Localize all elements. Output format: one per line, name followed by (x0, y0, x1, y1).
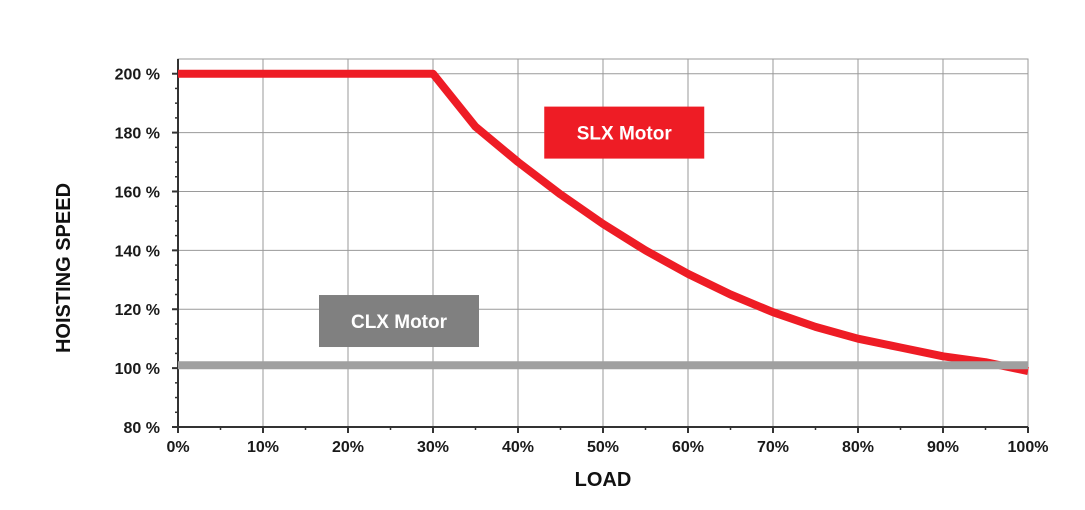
series-label-box (544, 106, 705, 159)
x-tick-label: 20% (332, 439, 364, 456)
series-label-slx-motor: SLX Motor (544, 106, 705, 159)
y-tick-label: 80 % (124, 420, 160, 437)
x-tick-label: 70% (757, 439, 789, 456)
x-tick-label: 30% (417, 439, 449, 456)
y-tick-label: 200 % (115, 67, 160, 84)
y-tick-label: 140 % (115, 243, 160, 260)
x-tick-label: 90% (927, 439, 959, 456)
series-label-text: SLX Motor (577, 124, 673, 145)
series-line-slx-motor (178, 69, 1029, 376)
series-label-text: CLX Motor (351, 312, 448, 333)
y-tick-label: 100 % (115, 361, 160, 378)
x-tick-label: 100% (1008, 439, 1049, 456)
x-tick-label: 10% (247, 439, 279, 456)
y-tick-label: 180 % (115, 126, 160, 143)
series-labels: SLX Motor CLX Motor (319, 106, 705, 348)
x-tick-label: 0% (166, 439, 189, 456)
x-tick-label: 80% (842, 439, 874, 456)
series-label-box (319, 295, 479, 348)
series-label-clx-motor: CLX Motor (319, 295, 479, 348)
series-group (178, 69, 1029, 376)
x-axis-title: LOAD (575, 469, 632, 491)
y-tick-label: 160 % (115, 184, 160, 201)
tick-labels: 0% 10% 20% 30% 40% 50% 60% 70% 80% 90% 100% 80 % 100… (115, 67, 1049, 456)
x-tick-label: 40% (502, 439, 534, 456)
x-tick-label: 50% (587, 439, 619, 456)
y-tick-label: 120 % (115, 302, 160, 319)
y-axis-title: HOISTING SPEED (53, 183, 75, 353)
x-tick-label: 60% (672, 439, 704, 456)
